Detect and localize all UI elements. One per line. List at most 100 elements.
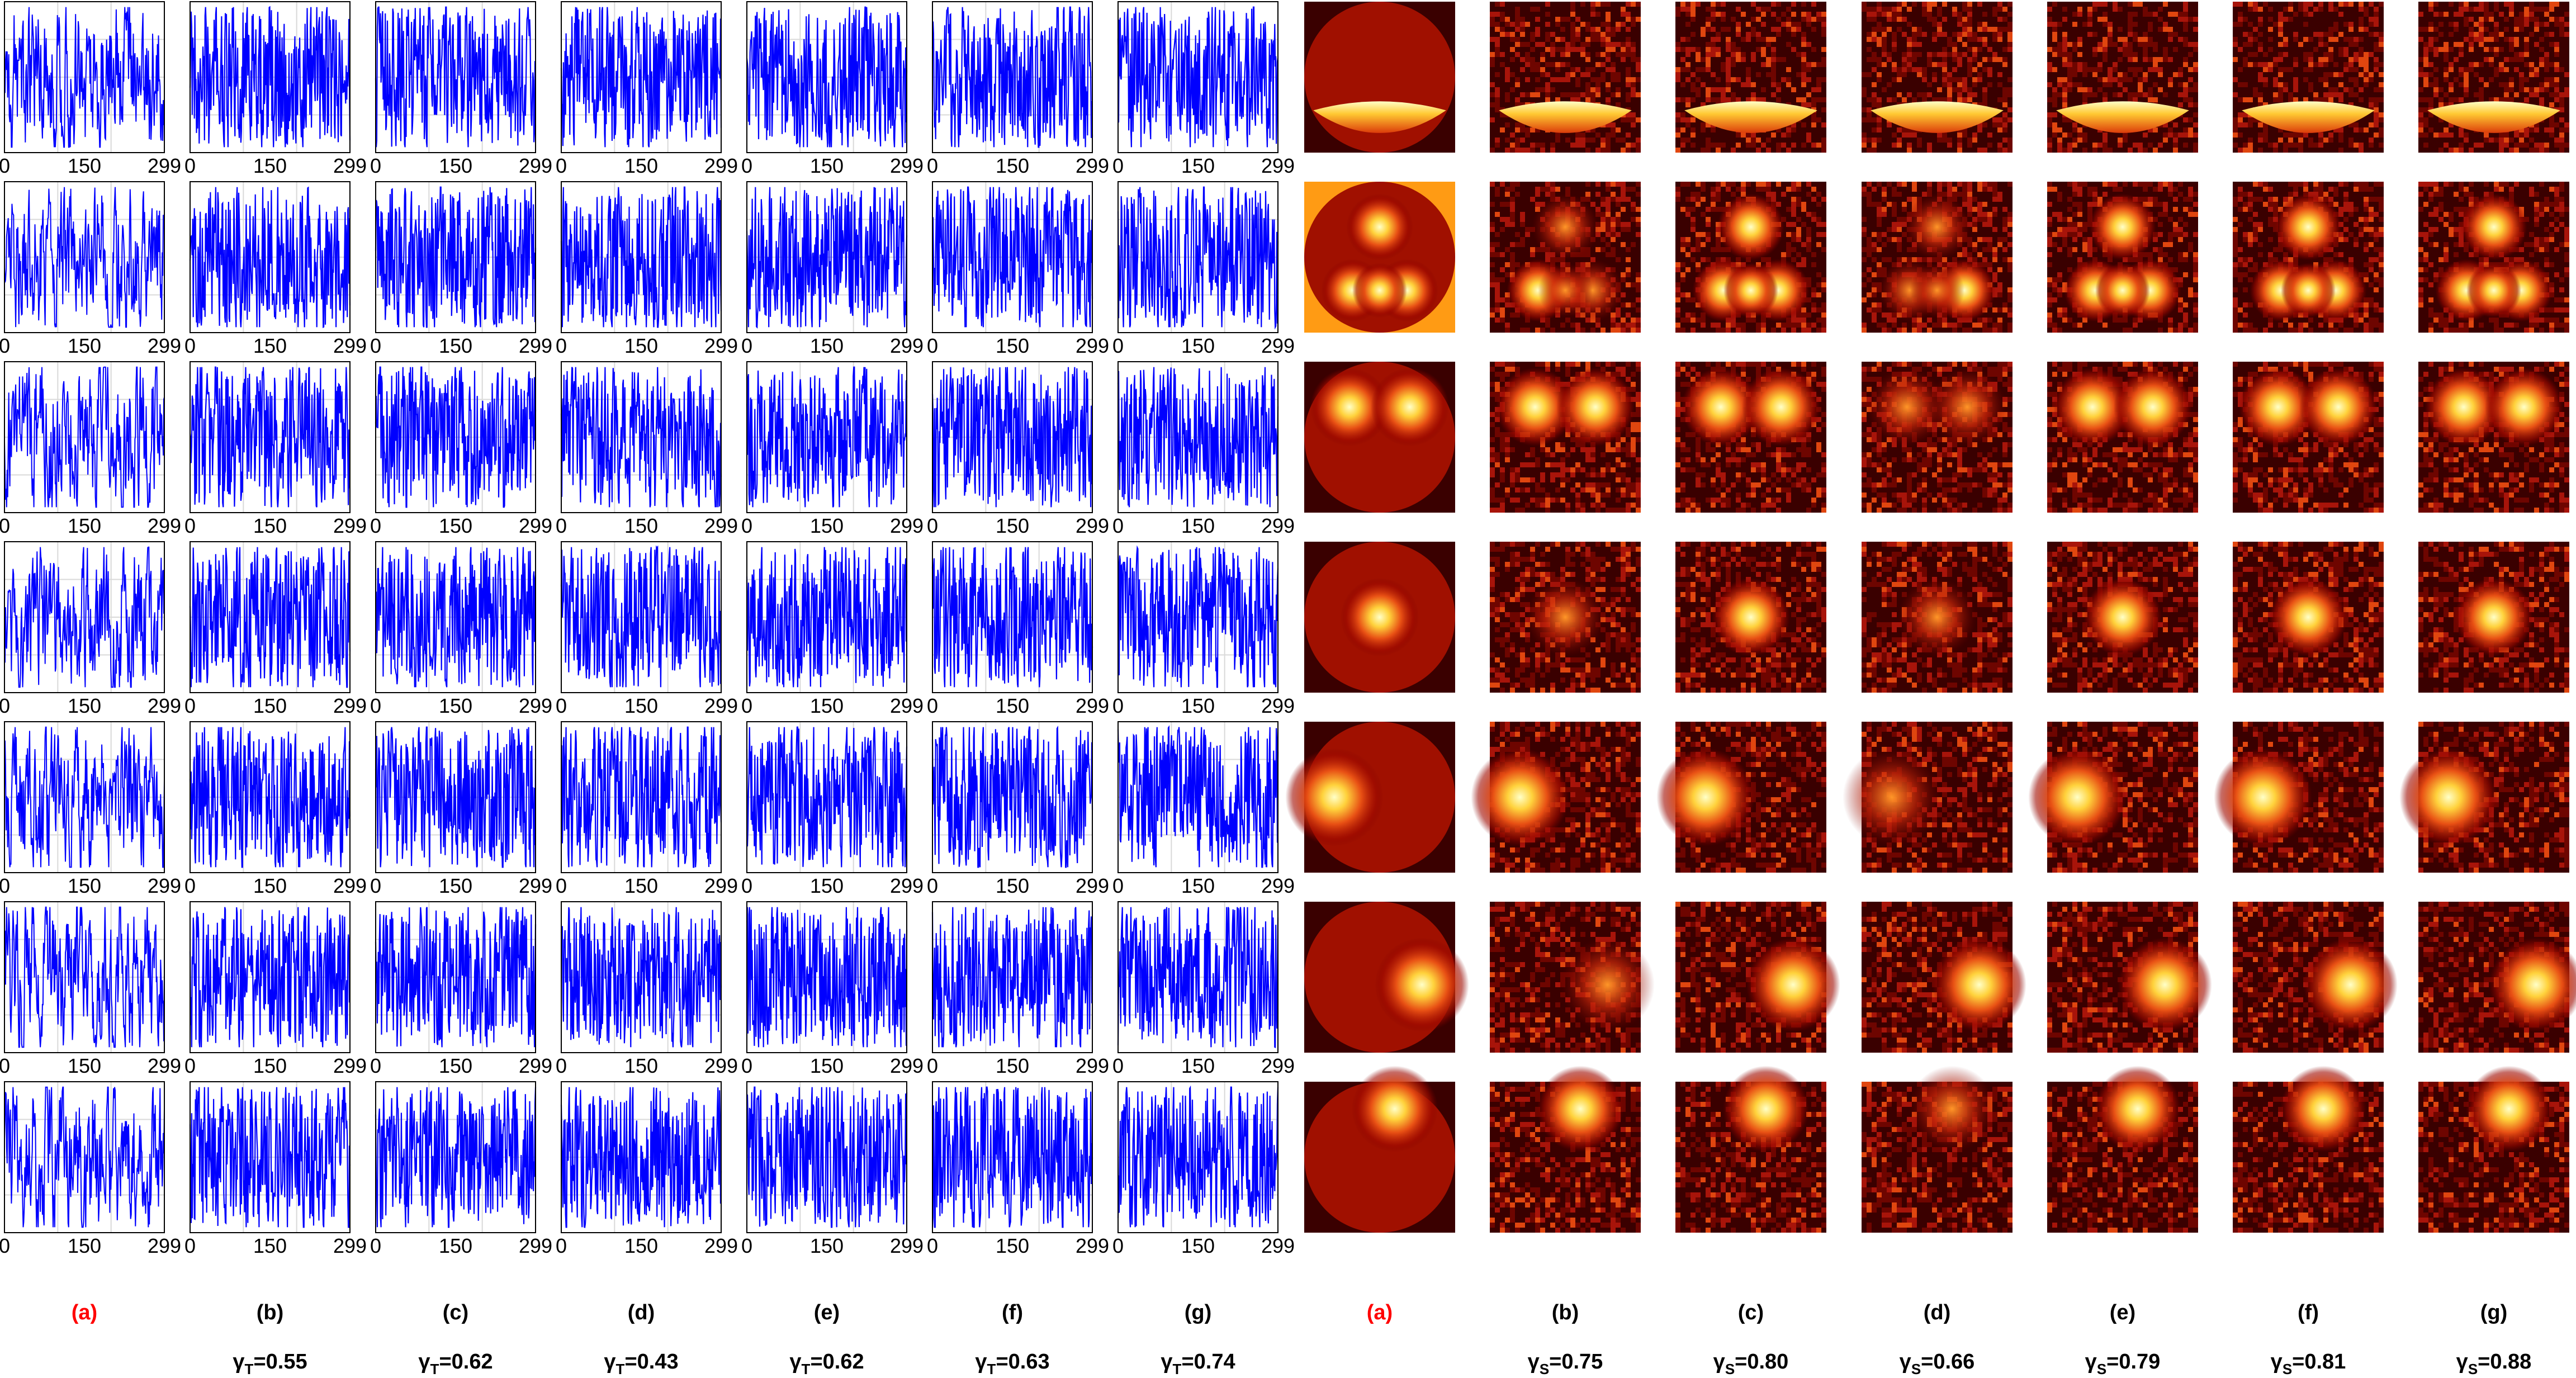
noise-pixel <box>1771 577 1776 582</box>
noise-pixel <box>1706 577 1711 582</box>
noise-pixel <box>1711 2 1716 7</box>
noise-pixel <box>1786 232 1791 237</box>
signal-line <box>1117 907 1279 1048</box>
noise-pixel <box>1801 452 1806 457</box>
noise-pixel <box>1631 1097 1636 1102</box>
noise-pixel <box>1500 688 1505 693</box>
noise-pixel <box>1520 1223 1525 1228</box>
noise-pixel <box>1490 1202 1495 1207</box>
noise-pixel <box>1540 67 1545 72</box>
noise-pixel <box>1796 22 1801 27</box>
noise-pixel <box>1525 683 1530 688</box>
noise-pixel <box>1495 427 1500 432</box>
noise-pixel <box>1611 1197 1616 1202</box>
noise-pixel <box>1631 858 1636 863</box>
noise-pixel <box>1505 622 1510 627</box>
noise-pixel <box>1680 272 1685 277</box>
noise-pixel <box>1771 37 1776 42</box>
noise-pixel <box>1621 592 1626 597</box>
noise-pixel <box>1580 1218 1585 1223</box>
noise-pixel <box>1801 67 1806 72</box>
noise-pixel <box>1600 1187 1606 1192</box>
noise-pixel <box>1530 1213 1535 1218</box>
noise-pixel <box>1821 77 1826 82</box>
noise-pixel <box>1595 508 1600 513</box>
noise-pixel <box>1490 493 1495 498</box>
noise-pixel <box>1515 577 1520 582</box>
noise-pixel <box>1606 143 1611 148</box>
noise-pixel <box>1570 1017 1575 1022</box>
noise-pixel <box>1771 52 1776 57</box>
noise-pixel <box>1535 967 1540 972</box>
noise-pixel <box>1811 597 1816 602</box>
noise-pixel <box>1631 77 1636 82</box>
noise-pixel <box>1500 127 1505 132</box>
noise-pixel <box>1505 592 1510 597</box>
noise-pixel <box>1600 822 1606 827</box>
noise-pixel <box>1515 652 1520 657</box>
noise-pixel <box>1515 1167 1520 1172</box>
x-tick-label: 299 <box>333 514 367 537</box>
noise-pixel <box>1500 1223 1505 1228</box>
noise-pixel <box>1535 863 1540 868</box>
noise-pixel <box>1616 498 1621 503</box>
noise-pixel <box>1781 472 1786 477</box>
noise-pixel <box>1621 1137 1626 1142</box>
noise-pixel <box>1575 683 1580 688</box>
noise-pixel <box>1590 472 1595 477</box>
noise-pixel <box>1751 482 1756 487</box>
noise-pixel <box>1520 678 1525 683</box>
noise-pixel <box>1525 477 1530 482</box>
noise-pixel <box>1796 237 1801 242</box>
noise-pixel <box>1505 567 1510 572</box>
noise-pixel <box>1675 192 1680 197</box>
noise-pixel <box>1490 1027 1495 1033</box>
noise-pixel <box>1621 477 1626 482</box>
noise-pixel <box>1626 1167 1631 1172</box>
x-tick-label: 299 <box>1076 334 1109 357</box>
noise-pixel <box>1756 447 1761 452</box>
noise-pixel <box>1711 572 1716 577</box>
noise-pixel <box>1585 252 1590 257</box>
x-tick-label: 299 <box>1261 874 1295 897</box>
noise-pixel <box>1530 937 1535 942</box>
plot-frame <box>932 1 1093 153</box>
noise-pixel <box>1570 1157 1575 1162</box>
noise-pixel <box>1675 612 1680 617</box>
noise-pixel <box>1520 652 1525 657</box>
noise-pixel <box>1716 637 1721 642</box>
noise-pixel <box>1776 27 1781 32</box>
x-tick-label: 0 <box>0 874 10 897</box>
noise-pixel <box>1575 498 1580 503</box>
noise-pixel <box>1626 927 1631 932</box>
noise-pixel <box>1621 437 1626 442</box>
noise-pixel <box>1606 487 1611 493</box>
noise-pixel <box>1731 57 1736 62</box>
noise-pixel <box>1636 493 1641 498</box>
noise-pixel <box>1580 667 1585 673</box>
noise-pixel <box>1801 323 1806 328</box>
noise-pixel <box>1545 1207 1550 1213</box>
noise-pixel <box>1690 508 1696 513</box>
noise-pixel <box>1595 92 1600 97</box>
noise-pixel <box>1495 97 1500 102</box>
activation-blob <box>1495 367 1575 447</box>
noise-pixel <box>1570 22 1575 27</box>
noise-pixel <box>1585 148 1590 153</box>
noise-pixel <box>1600 657 1606 662</box>
noise-pixel <box>1716 97 1721 102</box>
noise-pixel <box>1786 592 1791 597</box>
noise-pixel <box>1816 242 1821 247</box>
signal-plot: 0 150 299 <box>556 721 738 897</box>
noise-pixel <box>1606 1213 1611 1218</box>
noise-pixel <box>1515 557 1520 562</box>
noise-pixel <box>1600 802 1606 807</box>
noise-pixel <box>1701 562 1706 567</box>
noise-pixel <box>1685 498 1690 503</box>
noise-pixel <box>1801 462 1806 467</box>
noise-pixel <box>1731 367 1736 372</box>
heatmap-image <box>1304 1066 1455 1233</box>
noise-pixel <box>1611 1167 1616 1172</box>
noise-pixel <box>1525 1087 1530 1092</box>
noise-pixel <box>1626 487 1631 493</box>
